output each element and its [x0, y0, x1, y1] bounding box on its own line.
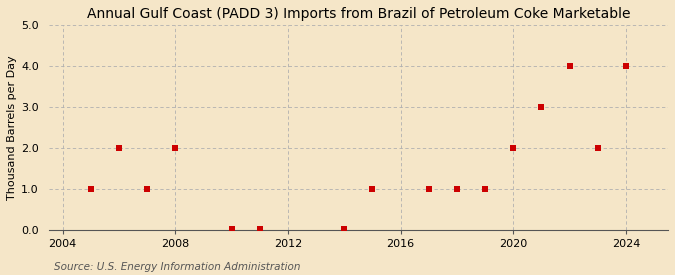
Title: Annual Gulf Coast (PADD 3) Imports from Brazil of Petroleum Coke Marketable: Annual Gulf Coast (PADD 3) Imports from … — [86, 7, 630, 21]
Point — [339, 226, 350, 231]
Point — [113, 146, 124, 150]
Point — [452, 187, 462, 191]
Point — [142, 187, 153, 191]
Point — [367, 187, 378, 191]
Point — [480, 187, 491, 191]
Point — [620, 64, 631, 68]
Y-axis label: Thousand Barrels per Day: Thousand Barrels per Day — [7, 55, 17, 200]
Point — [254, 226, 265, 231]
Point — [86, 187, 97, 191]
Point — [536, 105, 547, 109]
Point — [592, 146, 603, 150]
Text: Source: U.S. Energy Information Administration: Source: U.S. Energy Information Administ… — [54, 262, 300, 272]
Point — [564, 64, 575, 68]
Point — [508, 146, 518, 150]
Point — [170, 146, 181, 150]
Point — [423, 187, 434, 191]
Point — [226, 226, 237, 231]
